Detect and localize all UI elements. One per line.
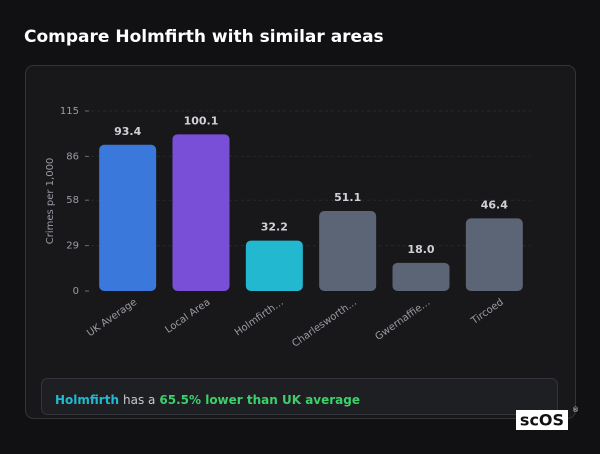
y-tick-label: 29: [66, 241, 79, 252]
bar: [172, 134, 230, 291]
bar: [319, 211, 377, 291]
summary-middle: has a: [123, 393, 155, 407]
bar: [245, 240, 303, 291]
value-label: 100.1: [184, 114, 219, 127]
y-tick-label: 86: [66, 151, 79, 162]
logo: scOS: [520, 411, 564, 430]
value-label: 32.2: [261, 221, 288, 234]
bar: [465, 218, 523, 291]
page-title: Compare Holmfirth with similar areas: [24, 27, 384, 47]
value-label: 93.4: [114, 125, 141, 138]
y-tick-label: 58: [66, 195, 79, 206]
bar: [392, 262, 450, 291]
logo-mark: ®: [572, 406, 579, 414]
bar: [99, 144, 157, 291]
summary-box: [41, 378, 558, 415]
summary-highlight: 65.5% lower than UK average: [159, 393, 360, 407]
logo-box: [516, 410, 568, 430]
y-axis-label: Crimes per 1,000: [45, 158, 56, 245]
y-tick-label: 0: [73, 286, 79, 297]
summary-text: Holmfirth has a 65.5% lower than UK averag…: [55, 393, 360, 407]
y-tick-label: 115: [60, 106, 79, 117]
area-name: Holmfirth: [55, 393, 119, 407]
value-label: 18.0: [407, 243, 434, 256]
value-label: 46.4: [481, 198, 508, 211]
value-label: 51.1: [334, 191, 361, 204]
